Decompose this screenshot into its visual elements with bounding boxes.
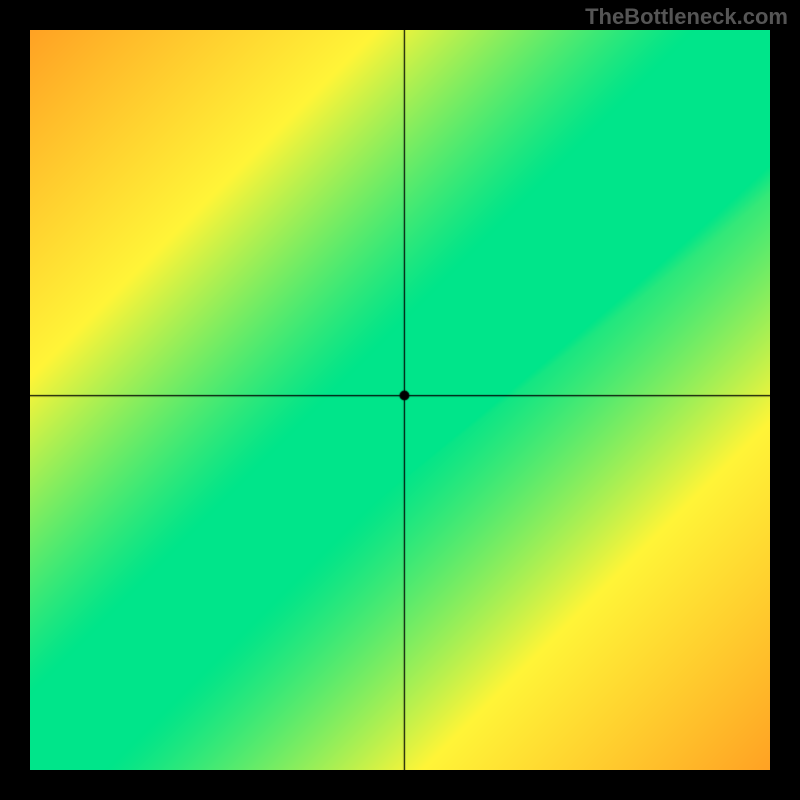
watermark-label: TheBottleneck.com [585,4,788,30]
heatmap-canvas [30,30,770,770]
chart-container: TheBottleneck.com [0,0,800,800]
